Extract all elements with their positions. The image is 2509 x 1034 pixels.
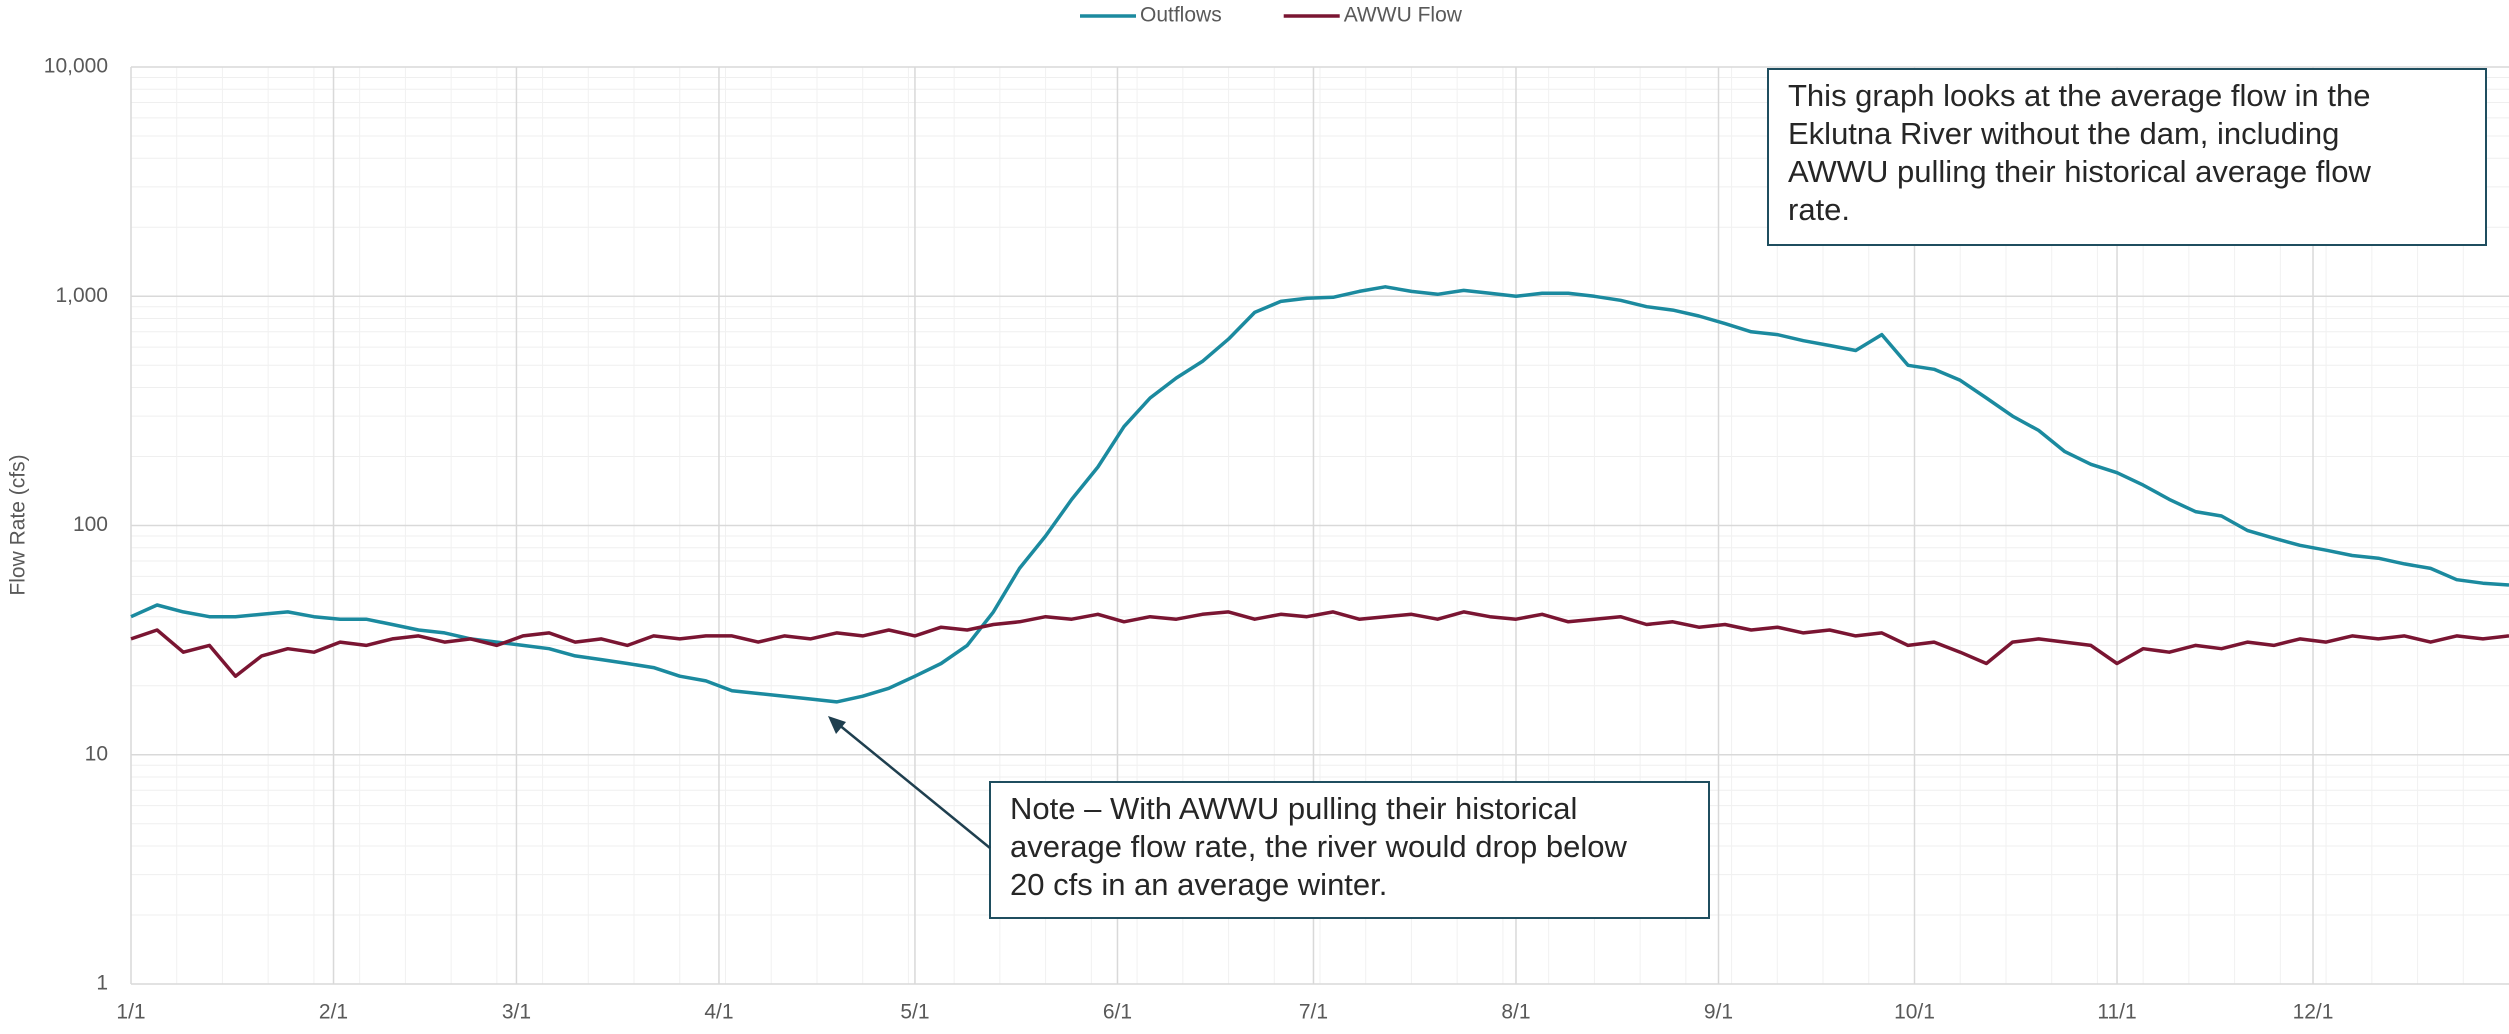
annotation-text: Note – With AWWU pulling their historica… bbox=[1010, 791, 1577, 826]
annotation-text: 20 cfs in an average winter. bbox=[1010, 867, 1387, 902]
x-tick-label: 10/1 bbox=[1894, 1001, 1935, 1024]
legend-label: AWWU Flow bbox=[1344, 4, 1463, 27]
line-series bbox=[130, 285, 2509, 704]
annotation-text: This graph looks at the average flow in … bbox=[1788, 78, 2370, 113]
annotation-arrow bbox=[837, 723, 991, 849]
arrow-head bbox=[828, 716, 846, 734]
annotation-text: AWWU pulling their historical average fl… bbox=[1788, 154, 2372, 189]
x-tick-label: 12/1 bbox=[2293, 1001, 2334, 1024]
x-tick-label: 3/1 bbox=[502, 1001, 531, 1024]
y-tick-label: 10 bbox=[85, 742, 108, 765]
y-tick-label: 1,000 bbox=[55, 284, 108, 307]
y-axis-label: Flow Rate (cfs) bbox=[7, 454, 30, 595]
x-tick-label: 8/1 bbox=[1501, 1001, 1530, 1024]
line-series bbox=[130, 610, 2509, 678]
x-tick-label: 2/1 bbox=[319, 1001, 348, 1024]
annotation-text: Eklutna River without the dam, including bbox=[1788, 116, 2339, 151]
x-tick-label: 4/1 bbox=[704, 1001, 733, 1024]
y-tick-label: 10,000 bbox=[44, 55, 108, 78]
annotation-text: average flow rate, the river would drop … bbox=[1010, 829, 1627, 864]
x-tick-label: 11/1 bbox=[2097, 1001, 2136, 1024]
y-tick-label: 100 bbox=[73, 513, 108, 536]
x-tick-label: 7/1 bbox=[1299, 1001, 1328, 1024]
x-tick-label: 6/1 bbox=[1103, 1001, 1132, 1024]
annotation-text: rate. bbox=[1788, 192, 1850, 227]
y-tick-label: 1 bbox=[96, 972, 108, 995]
annotation-box bbox=[989, 781, 1710, 919]
x-tick-label: 1/1 bbox=[116, 1001, 145, 1024]
x-tick-label: 9/1 bbox=[1704, 1001, 1733, 1024]
annotation-box bbox=[1767, 68, 2487, 246]
x-tick-label: 5/1 bbox=[900, 1001, 929, 1024]
legend-label: Outflows bbox=[1140, 4, 1222, 27]
